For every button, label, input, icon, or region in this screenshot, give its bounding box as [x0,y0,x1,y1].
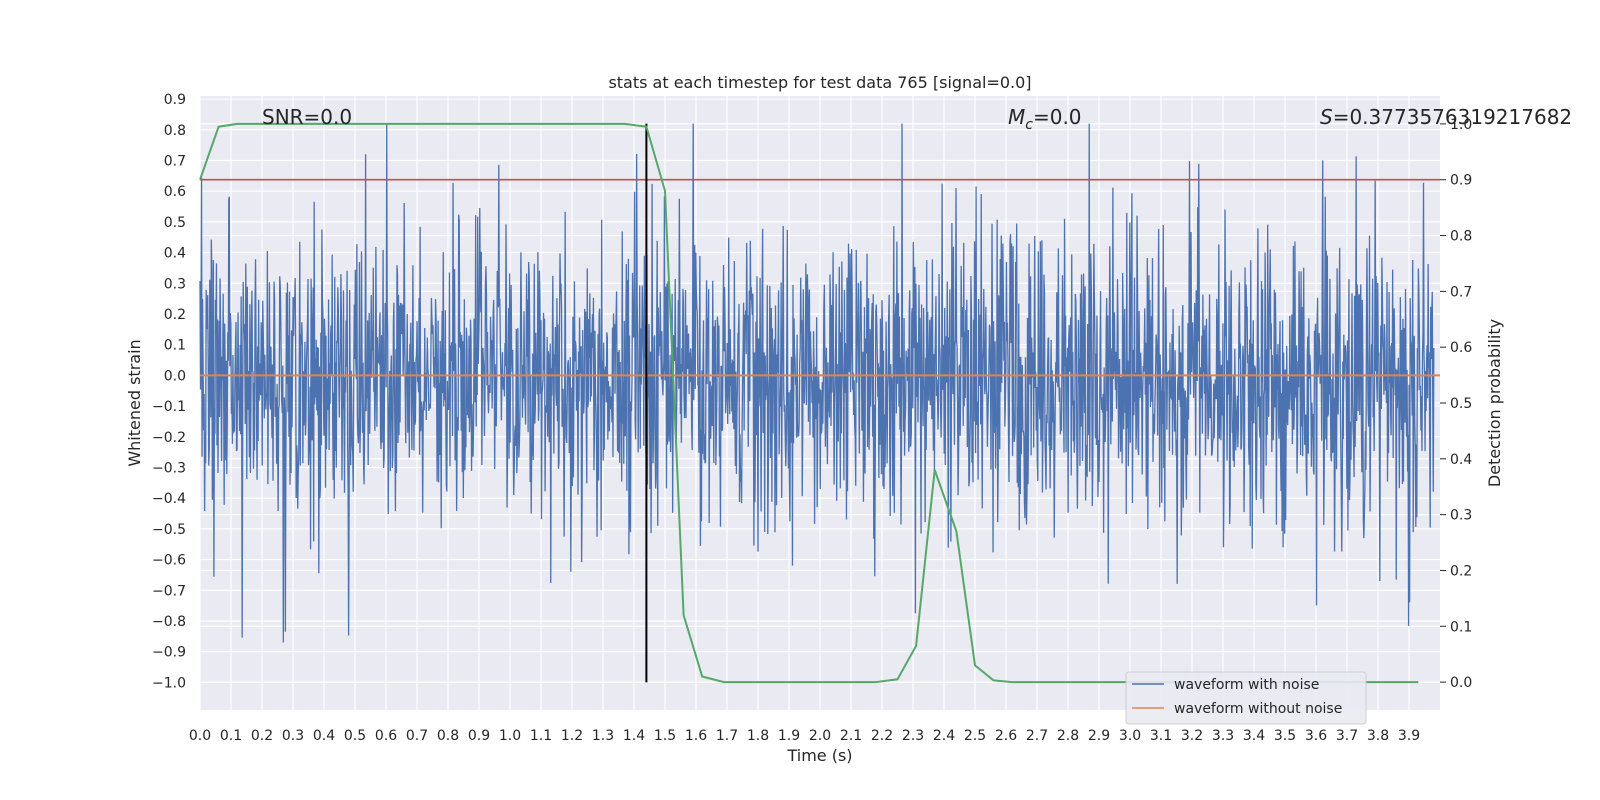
y-tick-label: −0.2 [152,430,186,446]
x-tick-label: 3.9 [1398,728,1420,744]
x-tick-label: 3.4 [1243,728,1265,744]
mc-value: =0.0 [1033,105,1082,129]
y-tick-labels: 0.9 0.8 0.7 0.6 0.5 0.4 0.3 0.2 0.1 0.0 −0.1 −0.2 −0… [152,92,186,691]
y-tick-label: 0.6 [164,184,186,200]
s-value: =0.3773576319217682 [1333,105,1572,129]
grid [199,96,1440,710]
x-tick-label: 0.4 [313,728,335,744]
y-tick-label: −0.8 [152,614,186,630]
y2-tick-label: 0.7 [1450,284,1472,300]
y-tick-label: −0.6 [152,553,186,569]
x-tick-label: 1.5 [654,728,676,744]
x-tick-label: 0.9 [468,728,490,744]
y2-tick-label: 0.6 [1450,340,1472,356]
series-waveform-with-noise [199,123,1435,643]
x-tick-label: 2.0 [809,728,831,744]
y-tick-label: −0.5 [152,522,186,538]
y-tick-label: 0.5 [164,215,186,231]
y-tick-label: −1.0 [152,675,186,691]
y2-tick-label: 0.0 [1450,675,1472,691]
y2-tick-label: 0.8 [1450,229,1472,245]
y2-tick-label: 1.0 [1450,117,1472,133]
x-tick-label: 0.8 [437,728,459,744]
x-tick-label: 1.8 [747,728,769,744]
x-tick-label: 3.7 [1336,728,1358,744]
snr-annotation: SNR=0.0 [262,105,352,129]
y-tick-label: 0.8 [164,123,186,139]
x-tick-label: 2.1 [840,728,862,744]
y-tick-label: 0.9 [164,92,186,108]
y-tick-label: 0.7 [164,153,186,169]
x-tick-labels: 0.0 0.1 0.2 0.3 0.4 0.5 0.6 0.7 0.8 0.9 1.0 1.1 1.2 1… [189,728,1420,744]
y2-tick-label: 0.4 [1450,452,1472,468]
y-axis-label: Whitened strain [125,339,144,466]
x-tick-label: 1.1 [530,728,552,744]
x-tick-label: 0.6 [375,728,397,744]
y-tick-label: −0.4 [152,491,186,507]
x-tick-label: 2.8 [1057,728,1079,744]
y-tick-label: 0.3 [164,276,186,292]
legend: waveform with noise waveform without noi… [1125,671,1367,725]
y2-tick-label: 0.5 [1450,396,1472,412]
x-tick-label: 3.6 [1305,728,1327,744]
x-tick-label: 1.7 [716,728,738,744]
x-tick-label: 1.4 [623,728,645,744]
x-tick-label: 3.5 [1274,728,1296,744]
y2-axis-label: Detection probability [1485,319,1504,487]
x-tick-label: 1.9 [778,728,800,744]
x-tick-label: 3.3 [1212,728,1234,744]
y-tick-label: −0.3 [152,460,186,476]
x-tick-label: 2.9 [1088,728,1110,744]
y2-tick-labels: 1.0 0.9 0.8 0.7 0.6 0.5 0.4 0.3 0.2 0.1 0.0 [1440,117,1472,691]
x-tick-label: 0.2 [251,728,273,744]
x-tick-label: 2.7 [1026,728,1048,744]
y-tick-label: −0.1 [152,399,186,415]
x-tick-label: 0.1 [220,728,242,744]
x-tick-label: 2.6 [995,728,1017,744]
chart-title: stats at each timestep for test data 765… [608,73,1031,92]
y2-tick-label: 0.3 [1450,508,1472,524]
legend-label-clean: waveform without noise [1174,701,1342,717]
mc-annotation: Mc=0.0 [1008,105,1082,133]
y-tick-label: −0.9 [152,645,186,661]
x-axis-label: Time (s) [786,746,852,765]
x-tick-label: 1.6 [685,728,707,744]
x-tick-label: 1.2 [561,728,583,744]
y-tick-label: 0.0 [164,368,186,384]
x-tick-label: 0.3 [282,728,304,744]
y-tick-label: −0.7 [152,583,186,599]
x-tick-label: 3.8 [1367,728,1389,744]
x-tick-label: 3.2 [1181,728,1203,744]
y-tick-label: 0.4 [164,246,186,262]
x-tick-label: 3.0 [1119,728,1141,744]
x-tick-label: 3.1 [1150,728,1172,744]
mc-subscript: c [1025,117,1033,133]
s-symbol: S [1320,105,1333,129]
x-tick-label: 2.3 [902,728,924,744]
x-tick-label: 0.5 [344,728,366,744]
y2-tick-label: 0.2 [1450,563,1472,579]
s-annotation: S=0.3773576319217682 [1320,105,1572,129]
x-tick-label: 2.4 [933,728,955,744]
x-tick-label: 2.2 [871,728,893,744]
legend-box [1125,671,1367,725]
x-tick-label: 0.0 [189,728,211,744]
x-tick-label: 1.3 [592,728,614,744]
y-tick-label: 0.1 [164,338,186,354]
mc-symbol: M [1008,105,1025,129]
x-tick-label: 1.0 [499,728,521,744]
y-tick-label: 0.2 [164,307,186,323]
x-tick-label: 0.7 [406,728,428,744]
legend-label-noise: waveform with noise [1174,677,1319,693]
y2-tick-label: 0.9 [1450,173,1472,189]
x-tick-label: 2.5 [964,728,986,744]
y2-tick-label: 0.1 [1450,619,1472,635]
